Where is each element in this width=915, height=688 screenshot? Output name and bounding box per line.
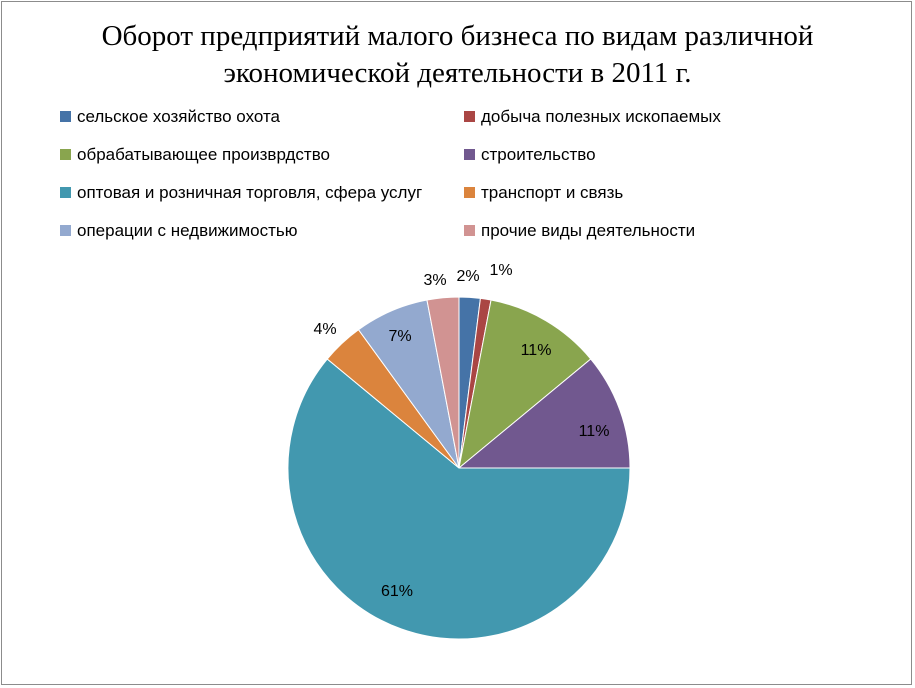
legend-label-real-estate: операции с недвижимостью bbox=[77, 221, 298, 240]
data-label-manufacturing: 11% bbox=[521, 342, 552, 359]
pie-slice-manufacturing bbox=[458, 299, 592, 470]
data-label-real-estate: 7% bbox=[388, 328, 411, 345]
legend-item-real-estate: операции с недвижимостью bbox=[60, 220, 298, 242]
legend-swatch-other bbox=[464, 225, 475, 236]
pie-slice-construction bbox=[457, 358, 631, 469]
legend-item-transport: транспорт и связь bbox=[464, 182, 623, 204]
legend-swatch-mining bbox=[464, 111, 475, 122]
data-label-transport: 4% bbox=[313, 321, 336, 338]
chart-title-line-1: Оборот предприятий малого бизнеса по вид… bbox=[101, 20, 814, 52]
legend-item-construction: строительство bbox=[464, 144, 596, 166]
legend-label-mining: добыча полезных ископаемых bbox=[481, 107, 721, 126]
legend-item-mining: добыча полезных ископаемых bbox=[464, 106, 721, 128]
legend-item-manufacturing: обрабатывающее произврдство bbox=[60, 144, 330, 166]
data-label-mining: 1% bbox=[489, 262, 512, 279]
pie-slice-trade bbox=[287, 358, 631, 640]
legend-swatch-manufacturing bbox=[60, 149, 71, 160]
legend-swatch-transport bbox=[464, 187, 475, 198]
data-label-construction: 11% bbox=[579, 423, 610, 440]
legend-item-agriculture: сельское хозяйство охота bbox=[60, 106, 280, 128]
data-label-agriculture: 2% bbox=[456, 268, 479, 285]
legend-label-manufacturing: обрабатывающее произврдство bbox=[77, 145, 331, 164]
legend-label-transport: транспорт и связь bbox=[481, 183, 624, 202]
legend-label-construction: строительство bbox=[481, 145, 596, 164]
chart-legend: сельское хозяйство охота добыча полезных… bbox=[60, 106, 820, 256]
chart-title-line-2: экономической деятельности в 2011 г. bbox=[223, 57, 692, 89]
legend-swatch-real-estate bbox=[60, 225, 71, 236]
legend-swatch-agriculture bbox=[60, 111, 71, 122]
legend-swatch-trade bbox=[60, 187, 71, 198]
legend-swatch-construction bbox=[464, 149, 475, 160]
legend-label-trade: оптовая и розничная торговля, сфера услу… bbox=[77, 183, 423, 202]
legend-label-agriculture: сельское хозяйство охота bbox=[77, 107, 281, 126]
data-label-other: 3% bbox=[423, 272, 446, 289]
data-label-trade: 61% bbox=[381, 583, 413, 600]
legend-item-trade: оптовая и розничная торговля, сфера услу… bbox=[60, 182, 422, 204]
legend-label-other: прочие виды деятельности bbox=[481, 221, 696, 240]
pie-slice-other bbox=[426, 296, 460, 469]
legend-item-other: прочие виды деятельности bbox=[464, 220, 695, 242]
chart-title: Оборот предприятий малого бизнеса по вид… bbox=[0, 18, 915, 92]
